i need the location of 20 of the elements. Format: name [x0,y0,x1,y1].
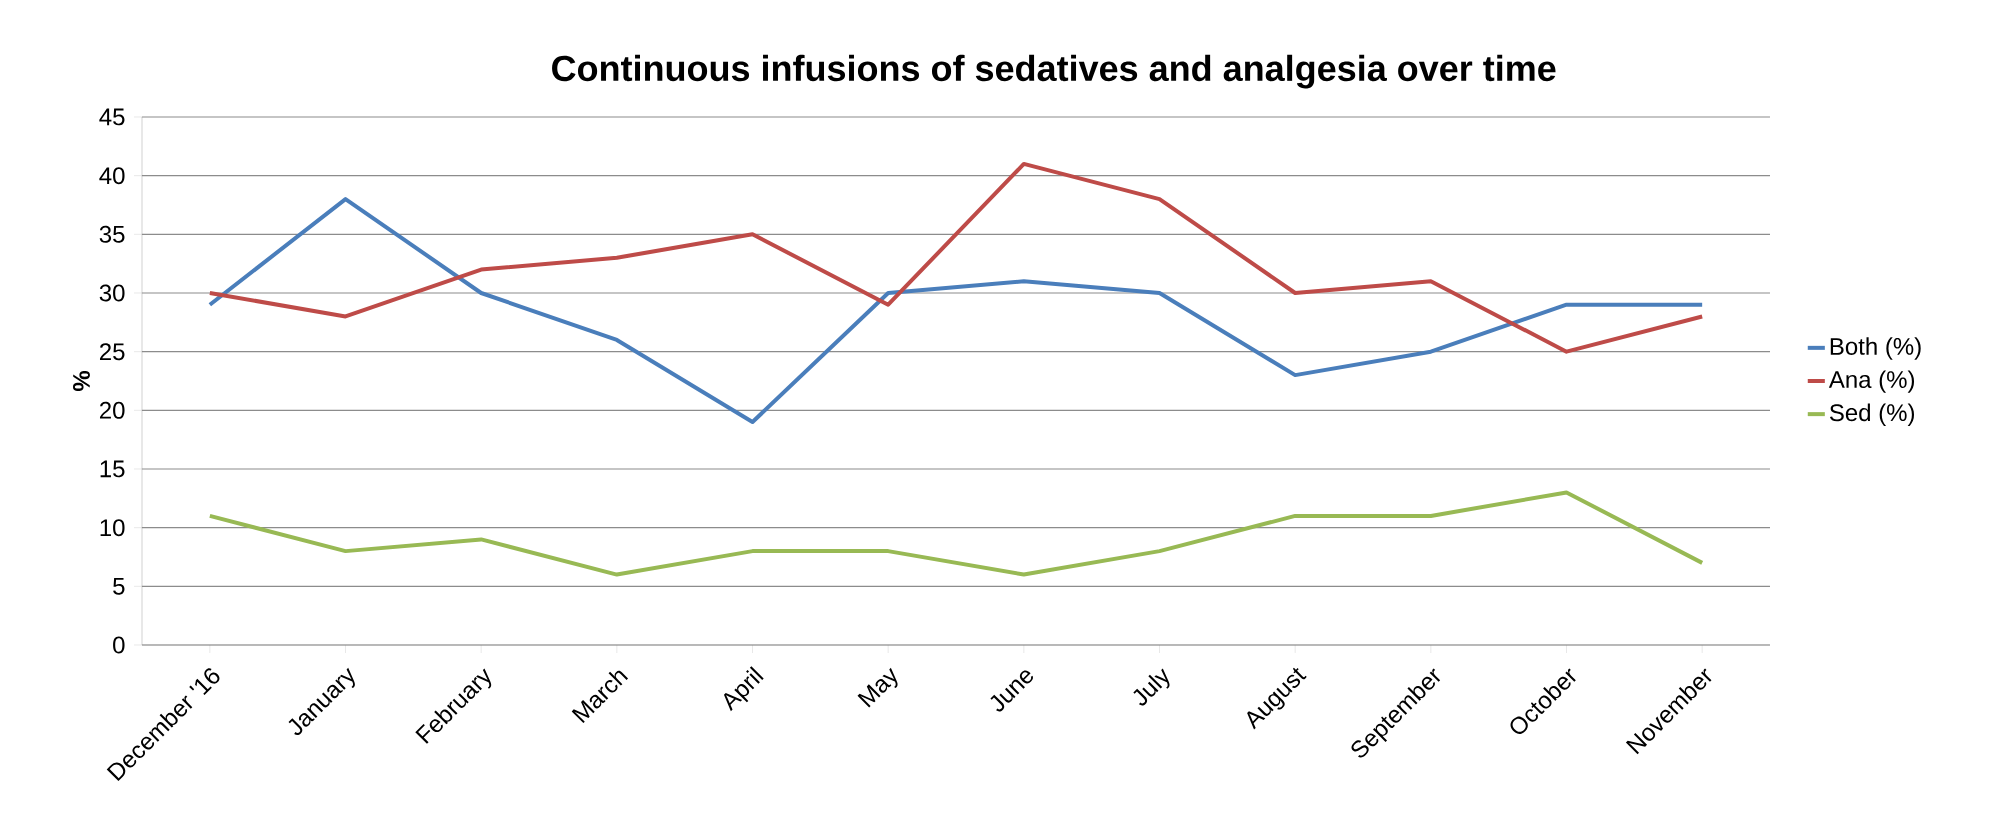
y-tick-label: 15 [100,460,125,478]
y-tick-label: 30 [99,284,125,302]
y-tick-label: 35 [99,225,125,243]
legend-label: Both (%) [1830,337,1921,360]
chart-title: Continuous infusions of sedatives and analgesia over time [552,54,1556,89]
y-tick-label: 10 [100,519,125,537]
legend-label: Sed (%) [1829,403,1915,426]
line-series [207,197,1705,425]
y-tick-label: 0 [113,636,125,654]
x-tick-label: July [1133,668,1170,706]
y-tick-label: 45 [99,108,125,126]
line-series [207,490,1705,577]
y-tick-label: 5 [113,577,125,595]
line-series [207,161,1705,354]
y-axis-title: % [73,370,90,392]
y-tick-label: 40 [99,167,125,185]
legend-label: Ana (%) [1828,370,1915,393]
y-tick-label: 25 [99,343,125,361]
y-tick-label: 20 [99,401,125,419]
x-tick-label: May [857,667,898,708]
